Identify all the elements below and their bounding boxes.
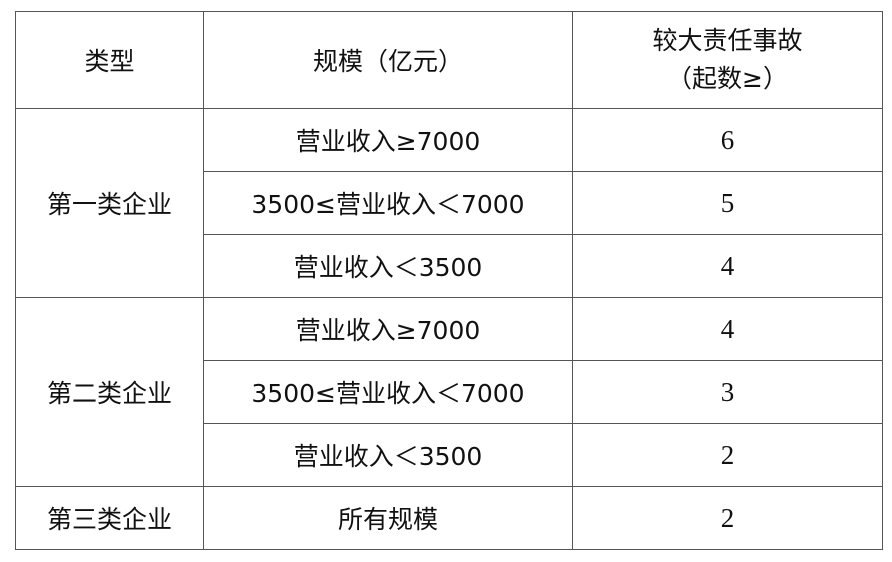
scale-cell: 营业收入＜3500 bbox=[203, 234, 573, 298]
header-row: 类型 规模（亿元） 较大责任事故 （起数≥） bbox=[15, 11, 883, 109]
header-accidents-line1: 较大责任事故 bbox=[652, 26, 803, 55]
scale-cell: 营业收入≥7000 bbox=[203, 108, 573, 172]
count-cell: 5 bbox=[572, 171, 883, 235]
table-row: 3500≤营业收入＜7000 3 bbox=[16, 360, 883, 424]
table-row: 第三类企业 所有规模 2 bbox=[15, 486, 883, 550]
scale-cell: 营业收入≥7000 bbox=[203, 297, 573, 361]
table-row: 第二类企业 营业收入≥7000 4 bbox=[15, 297, 883, 487]
scale-cell: 3500≤营业收入＜7000 bbox=[203, 171, 573, 235]
header-type: 类型 bbox=[15, 11, 204, 109]
count-cell: 2 bbox=[572, 423, 883, 487]
count-cell: 4 bbox=[572, 234, 883, 298]
type-cell: 第一类企业 bbox=[15, 108, 204, 298]
scale-cell: 所有规模 bbox=[203, 486, 573, 550]
header-scale: 规模（亿元） bbox=[203, 11, 573, 109]
table-row: 营业收入＜3500 4 bbox=[16, 234, 883, 298]
count-cell: 2 bbox=[572, 486, 883, 550]
header-accidents-line2: （起数≥） bbox=[667, 64, 788, 93]
table-row: 3500≤营业收入＜7000 5 bbox=[16, 171, 883, 235]
header-accidents: 较大责任事故 （起数≥） bbox=[572, 11, 883, 109]
type-cell: 第二类企业 bbox=[15, 297, 204, 487]
count-cell: 3 bbox=[572, 360, 883, 424]
scale-cell: 3500≤营业收入＜7000 bbox=[203, 360, 573, 424]
count-cell: 6 bbox=[572, 108, 883, 172]
count-cell: 4 bbox=[572, 297, 883, 361]
scale-cell: 营业收入＜3500 bbox=[203, 423, 573, 487]
type-cell: 第三类企业 bbox=[15, 486, 204, 550]
accident-threshold-table: 类型 规模（亿元） 较大责任事故 （起数≥） 第一类企业 营业收入≥7000 6 … bbox=[15, 11, 883, 550]
table-row: 第一类企业 营业收入≥7000 6 bbox=[15, 108, 883, 298]
